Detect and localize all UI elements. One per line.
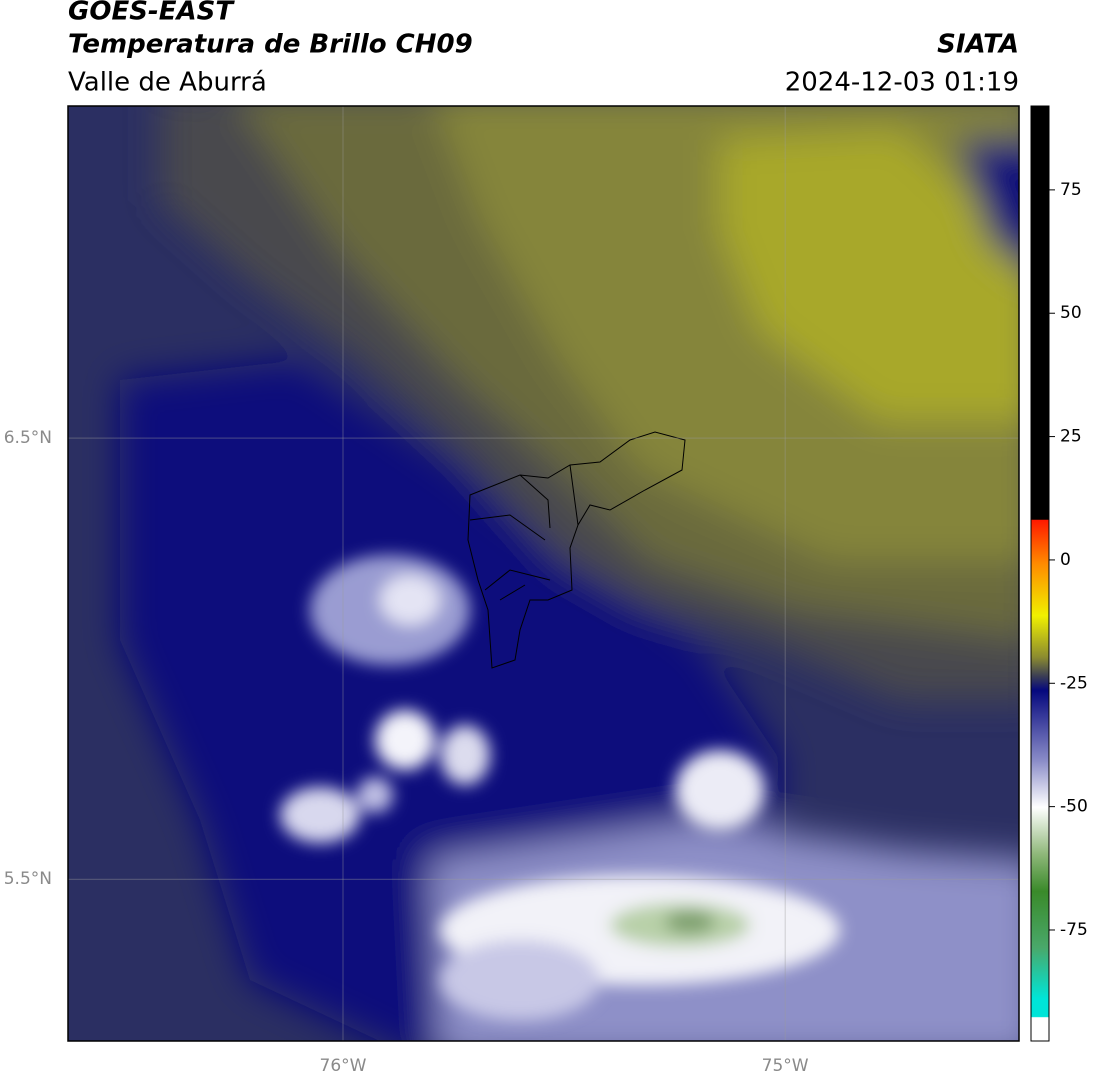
satellite-image bbox=[68, 106, 1019, 1041]
agency: SIATA bbox=[937, 30, 1019, 60]
colorbar-label: 75 bbox=[1060, 180, 1082, 200]
lon-label: 75°W bbox=[762, 1056, 809, 1076]
colorbar-label: -75 bbox=[1060, 920, 1088, 940]
colorbar-label: -25 bbox=[1060, 673, 1088, 693]
colorbar-label: 25 bbox=[1060, 427, 1082, 447]
colorbar-label: -50 bbox=[1060, 797, 1088, 817]
timestamp: 2024-12-03 01:19 bbox=[785, 68, 1019, 98]
colorbar bbox=[1030, 105, 1050, 1042]
subtitle: Temperatura de Brillo CH09 bbox=[68, 30, 473, 60]
lon-label: 76°W bbox=[320, 1056, 367, 1076]
region: Valle de Aburrá bbox=[68, 68, 267, 98]
title: GOES-EAST bbox=[68, 0, 235, 27]
map-frame bbox=[67, 105, 1020, 1042]
colorbar-label: 0 bbox=[1060, 550, 1071, 570]
colorbar-label: 50 bbox=[1060, 303, 1082, 323]
lat-label: 6.5°N bbox=[4, 428, 52, 448]
lat-label: 5.5°N bbox=[4, 869, 52, 889]
